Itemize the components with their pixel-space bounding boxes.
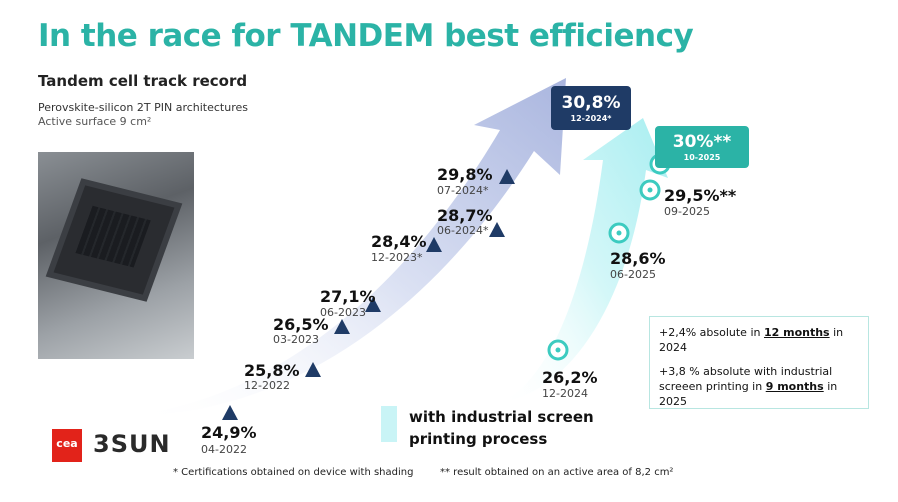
triangle-marker bbox=[499, 169, 515, 184]
circle-marker-dot bbox=[616, 230, 622, 236]
triangle-marker bbox=[365, 297, 381, 312]
triangle-marker bbox=[305, 362, 321, 377]
point-date: 06-2024* bbox=[437, 224, 489, 237]
point-label: 29,5%** bbox=[664, 186, 737, 205]
footnote-certifications: * Certifications obtained on device with… bbox=[173, 467, 414, 478]
point-date: 12-2024 bbox=[542, 387, 588, 400]
point-date: 06-2023 bbox=[320, 306, 366, 319]
point-label: 25,8% bbox=[244, 361, 300, 380]
blue-progress-arrow bbox=[140, 78, 566, 416]
circle-marker-dot bbox=[647, 187, 653, 193]
triangle-marker bbox=[426, 237, 442, 252]
point-date: 12-2022 bbox=[244, 379, 290, 392]
point-label: 28,6% bbox=[610, 249, 666, 268]
cell-photo bbox=[38, 152, 194, 359]
record-badge-date: 12-2024* bbox=[570, 114, 612, 123]
page-title: In the race for TANDEM best efficiency bbox=[38, 18, 694, 54]
note-2024: +2,4% absolute in 12 months in 2024 bbox=[659, 326, 844, 354]
triangle-marker bbox=[489, 222, 505, 237]
record-badge-dark: 30,8% 12-2024* bbox=[551, 86, 631, 130]
triangle-marker bbox=[222, 405, 238, 420]
point-label: 29,8% bbox=[437, 165, 493, 184]
triangle-marker bbox=[334, 319, 350, 334]
point-label: 28,4% bbox=[371, 232, 427, 251]
point-label: 24,9% bbox=[201, 423, 257, 442]
teal-progress-arrow bbox=[505, 118, 668, 402]
chart-subtitle: Tandem cell track record bbox=[38, 72, 248, 90]
point-date: 04-2022 bbox=[201, 443, 247, 456]
point-date: 03-2023 bbox=[273, 333, 319, 346]
point-date: 07-2024* bbox=[437, 184, 489, 197]
point-date: 12-2023* bbox=[371, 251, 423, 264]
improvement-notes: +2,4% absolute in 12 months in 2024 +3,8… bbox=[649, 316, 869, 409]
surface-label: Active surface 9 cm² bbox=[38, 115, 152, 128]
architecture-text: Perovskite-silicon 2T PIN architectures … bbox=[38, 101, 248, 129]
point-label: 26,2% bbox=[542, 368, 598, 387]
cea-logo: cea bbox=[52, 429, 82, 462]
record-badge-value: 30,8% bbox=[561, 93, 621, 113]
point-label: 28,7% bbox=[437, 206, 493, 225]
record-badge-teal: 30%** 10-2025 bbox=[655, 126, 749, 168]
footnote-active-area: ** result obtained on an active area of … bbox=[440, 467, 674, 478]
circle-marker-dot bbox=[555, 347, 561, 353]
process-legend-swatch bbox=[381, 406, 397, 442]
record-badge-date: 10-2025 bbox=[683, 153, 721, 162]
point-label: 26,5% bbox=[273, 315, 329, 334]
architecture-label: Perovskite-silicon 2T PIN architectures bbox=[38, 101, 248, 114]
record-badge-value: 30%** bbox=[672, 132, 732, 152]
process-legend-label: with industrial screen printing process bbox=[409, 408, 594, 448]
point-date: 06-2025 bbox=[610, 268, 656, 281]
note-2025: +3,8 % absolute with industrial screeen … bbox=[659, 365, 838, 408]
point-label: 27,1% bbox=[320, 287, 376, 306]
3sun-logo: 3SUN bbox=[93, 430, 171, 458]
point-date: 09-2025 bbox=[664, 205, 710, 218]
